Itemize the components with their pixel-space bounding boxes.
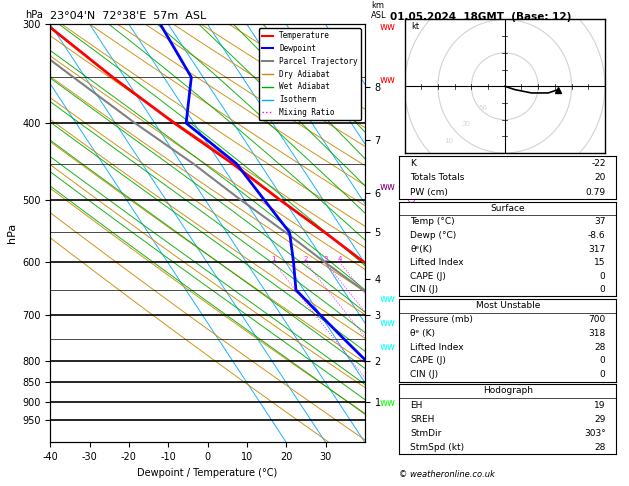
Text: θᵉ (K): θᵉ (K) — [410, 329, 435, 338]
Text: ww: ww — [380, 182, 396, 192]
Text: ww: ww — [380, 22, 396, 32]
Text: Pressure (mb): Pressure (mb) — [410, 315, 473, 324]
Text: K: K — [410, 159, 416, 168]
Text: 700: 700 — [588, 315, 606, 324]
Text: 01.05.2024  18GMT  (Base: 12): 01.05.2024 18GMT (Base: 12) — [390, 12, 571, 22]
Text: hPa: hPa — [25, 10, 43, 20]
Legend: Temperature, Dewpoint, Parcel Trajectory, Dry Adiabat, Wet Adiabat, Isotherm, Mi: Temperature, Dewpoint, Parcel Trajectory… — [259, 28, 361, 120]
Text: 303°: 303° — [584, 429, 606, 438]
Text: Lifted Index: Lifted Index — [410, 343, 464, 351]
Text: -22: -22 — [591, 159, 606, 168]
Text: ww: ww — [380, 294, 396, 304]
Text: Mixing Ratio (g/kg)CL: Mixing Ratio (g/kg)CL — [409, 192, 418, 275]
Text: 30: 30 — [461, 122, 470, 127]
Text: SREH: SREH — [410, 415, 435, 424]
Text: km
ASL: km ASL — [371, 0, 387, 20]
Y-axis label: hPa: hPa — [6, 223, 16, 243]
Text: 37: 37 — [594, 218, 606, 226]
Text: CAPE (J): CAPE (J) — [410, 356, 446, 365]
Text: 29: 29 — [594, 415, 606, 424]
Text: CAPE (J): CAPE (J) — [410, 272, 446, 280]
Text: ww: ww — [380, 75, 396, 85]
Text: 20: 20 — [594, 174, 606, 182]
Text: Temp (°C): Temp (°C) — [410, 218, 455, 226]
Text: θᵉ(K): θᵉ(K) — [410, 244, 432, 254]
Text: 2: 2 — [303, 257, 308, 262]
Text: ww: ww — [380, 318, 396, 328]
Text: -8.6: -8.6 — [588, 231, 606, 240]
Text: 318: 318 — [588, 329, 606, 338]
Text: CIN (J): CIN (J) — [410, 370, 438, 379]
Text: © weatheronline.co.uk: © weatheronline.co.uk — [399, 469, 495, 479]
Text: 28: 28 — [594, 443, 606, 452]
Text: Most Unstable: Most Unstable — [476, 301, 540, 310]
Text: 19: 19 — [594, 400, 606, 410]
Text: PW (cm): PW (cm) — [410, 188, 448, 197]
Text: 0: 0 — [600, 285, 606, 294]
Text: kt: kt — [411, 22, 420, 32]
Text: StmDir: StmDir — [410, 429, 442, 438]
Text: 28: 28 — [594, 343, 606, 351]
Text: ww: ww — [380, 399, 396, 408]
Text: 0: 0 — [600, 272, 606, 280]
Text: Totals Totals: Totals Totals — [410, 174, 465, 182]
Text: 317: 317 — [588, 244, 606, 254]
Text: StmSpd (kt): StmSpd (kt) — [410, 443, 464, 452]
Text: 0.79: 0.79 — [586, 188, 606, 197]
Text: 3: 3 — [323, 257, 328, 262]
Text: 1: 1 — [272, 257, 276, 262]
Text: 0: 0 — [600, 356, 606, 365]
Text: EH: EH — [410, 400, 423, 410]
Text: 10: 10 — [445, 138, 454, 144]
Text: ww: ww — [380, 343, 396, 352]
Text: CIN (J): CIN (J) — [410, 285, 438, 294]
Text: Hodograph: Hodograph — [483, 386, 533, 396]
Text: 4: 4 — [338, 257, 342, 262]
X-axis label: Dewpoint / Temperature (°C): Dewpoint / Temperature (°C) — [138, 468, 277, 478]
Text: 15: 15 — [594, 258, 606, 267]
Text: 0: 0 — [600, 370, 606, 379]
Text: Surface: Surface — [491, 204, 525, 213]
Text: 50: 50 — [478, 104, 487, 111]
Text: 23°04'N  72°38'E  57m  ASL: 23°04'N 72°38'E 57m ASL — [50, 11, 206, 21]
Text: Dewp (°C): Dewp (°C) — [410, 231, 457, 240]
Text: Lifted Index: Lifted Index — [410, 258, 464, 267]
